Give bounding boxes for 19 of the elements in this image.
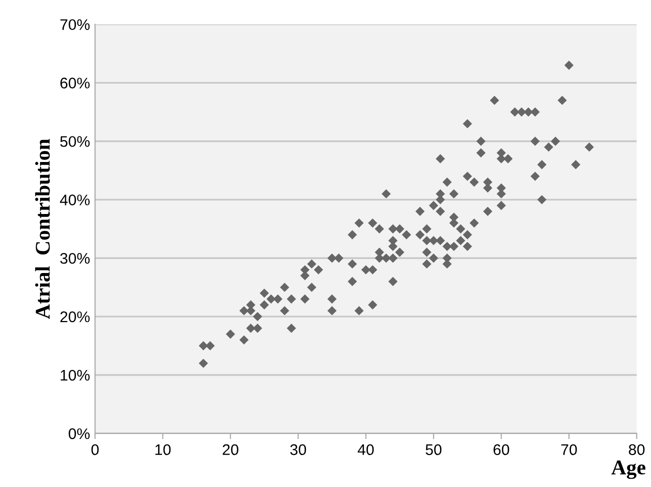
- y-axis-title: Atrial Contribution: [35, 138, 50, 319]
- x-tick-label: 30: [290, 444, 306, 456]
- y-tick-label: 70%: [60, 19, 90, 30]
- x-tick-label: 60: [494, 444, 510, 456]
- y-tick-label: 40%: [60, 194, 90, 206]
- x-axis-title: Age: [611, 460, 646, 479]
- y-tick-label: 30%: [60, 252, 90, 264]
- x-tick-label: 70: [561, 444, 577, 456]
- x-tick-label: 10: [155, 444, 171, 456]
- y-tick-label: 0%: [68, 428, 90, 440]
- y-tick-label: 60%: [60, 78, 90, 88]
- x-tick-label: 20: [222, 444, 238, 456]
- y-tick-label: 50%: [60, 136, 90, 147]
- x-tick-label: 0: [91, 444, 99, 456]
- y-tick-label: 20%: [60, 311, 90, 322]
- y-tick-label: 10%: [60, 370, 90, 381]
- x-tick-label: 40: [358, 444, 374, 456]
- x-tick-label: 80: [628, 444, 645, 456]
- x-tick-label: 50: [426, 444, 442, 456]
